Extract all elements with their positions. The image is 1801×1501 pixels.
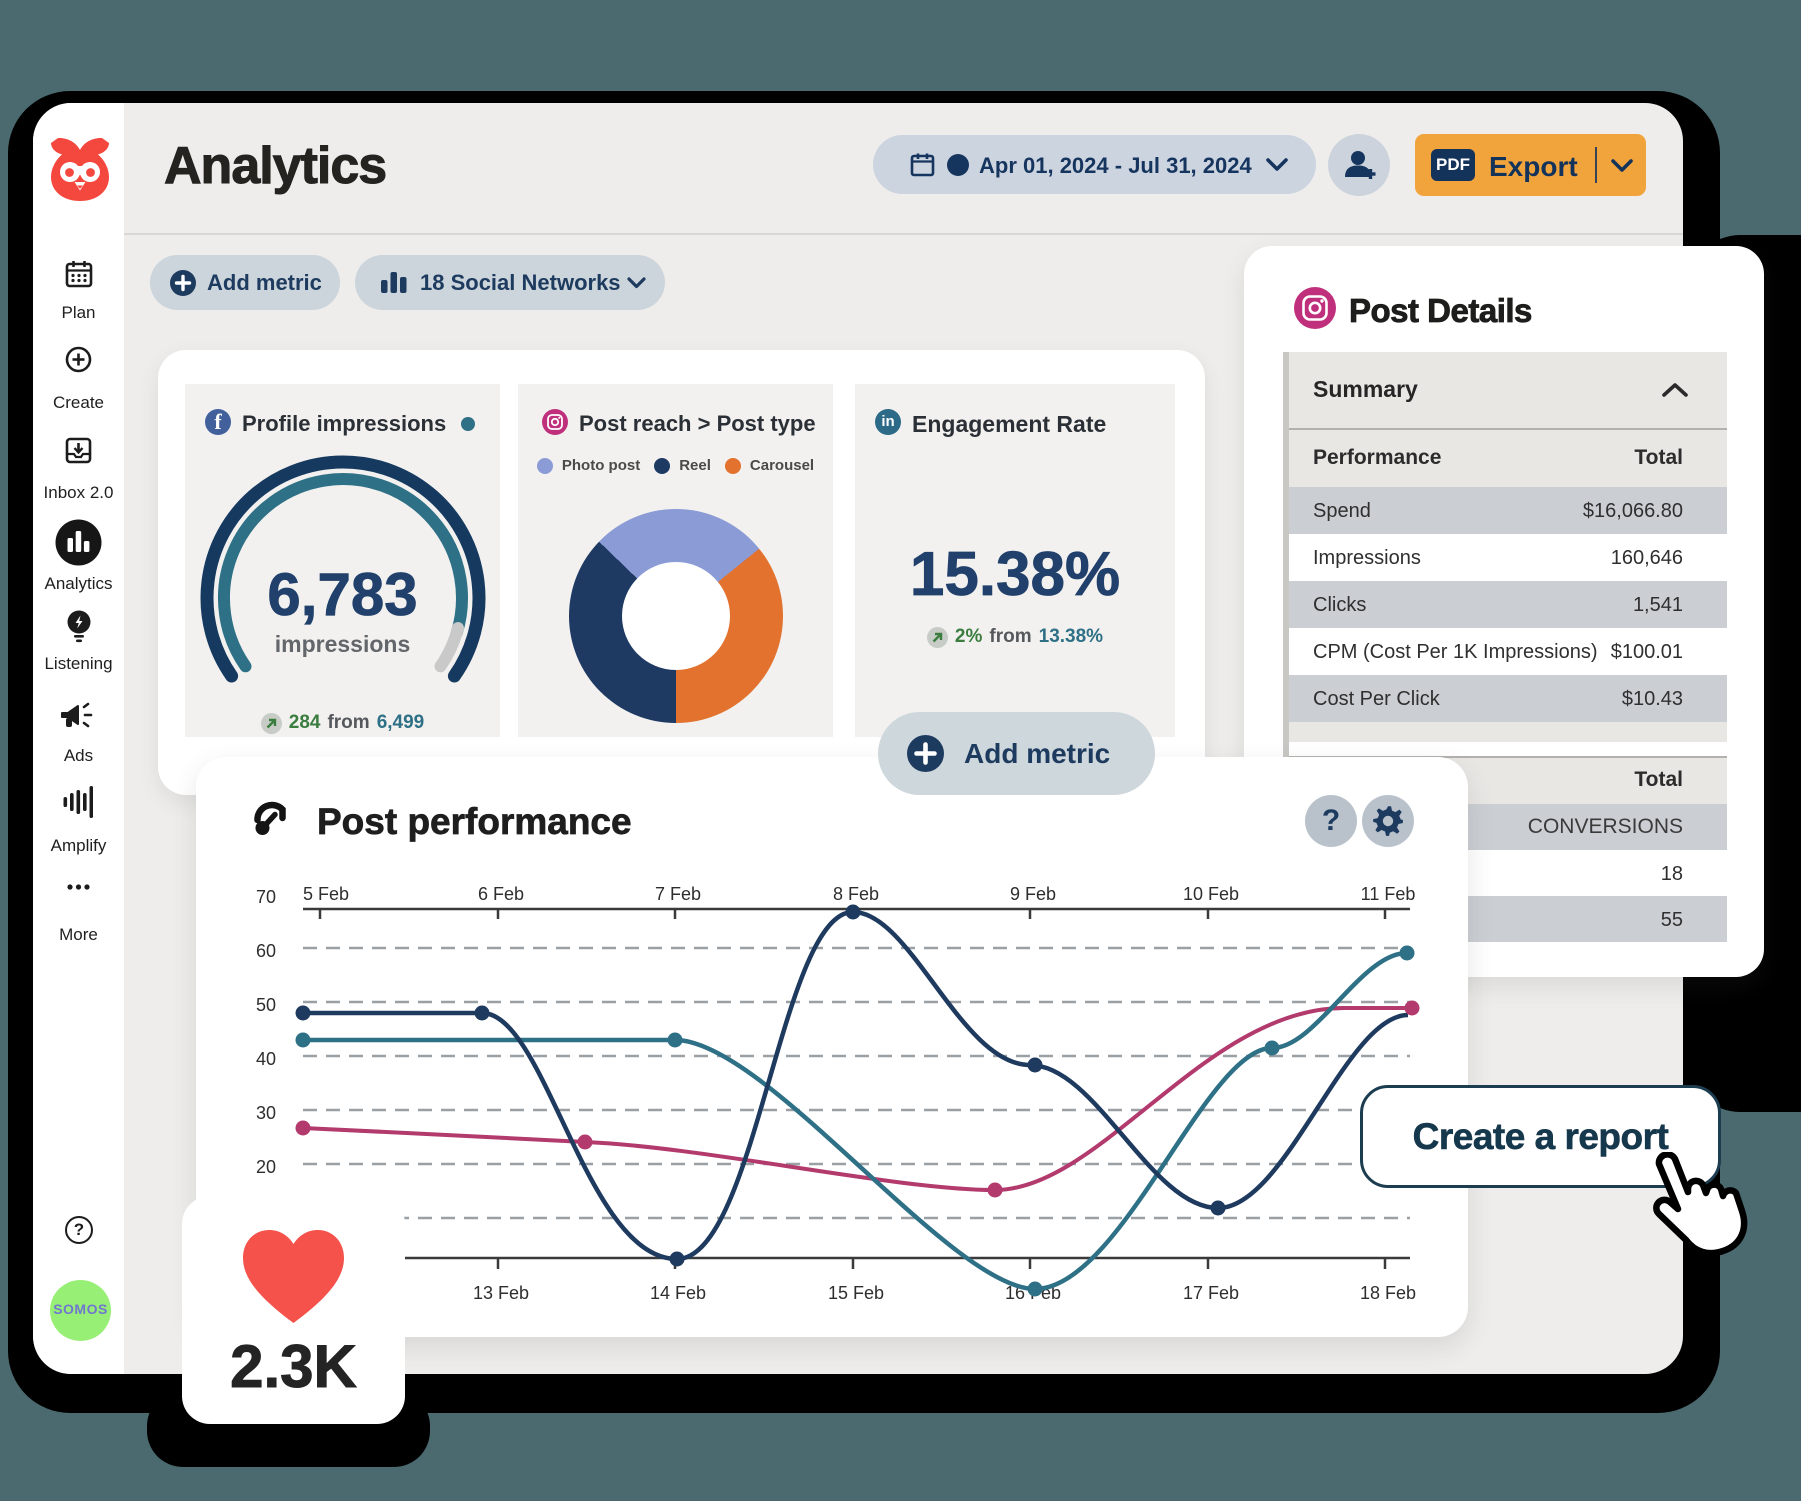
svg-text:14 Feb: 14 Feb: [650, 1283, 706, 1303]
svg-text:9 Feb: 9 Feb: [1010, 884, 1056, 904]
svg-text:10 Feb: 10 Feb: [1183, 884, 1239, 904]
svg-text:40: 40: [256, 1049, 276, 1069]
svg-text:17 Feb: 17 Feb: [1183, 1283, 1239, 1303]
svg-text:6 Feb: 6 Feb: [478, 884, 524, 904]
svg-text:11 Feb: 11 Feb: [1361, 884, 1416, 904]
svg-text:15 Feb: 15 Feb: [828, 1283, 884, 1303]
svg-text:18 Feb: 18 Feb: [1360, 1283, 1416, 1303]
svg-text:5 Feb: 5 Feb: [303, 884, 349, 904]
svg-text:30: 30: [256, 1103, 276, 1123]
svg-text:7 Feb: 7 Feb: [655, 884, 701, 904]
svg-text:60: 60: [256, 941, 276, 961]
svg-text:50: 50: [256, 995, 276, 1015]
svg-text:13 Feb: 13 Feb: [473, 1283, 529, 1303]
svg-text:20: 20: [256, 1157, 276, 1177]
svg-text:8 Feb: 8 Feb: [833, 884, 879, 904]
svg-text:70: 70: [256, 887, 276, 907]
